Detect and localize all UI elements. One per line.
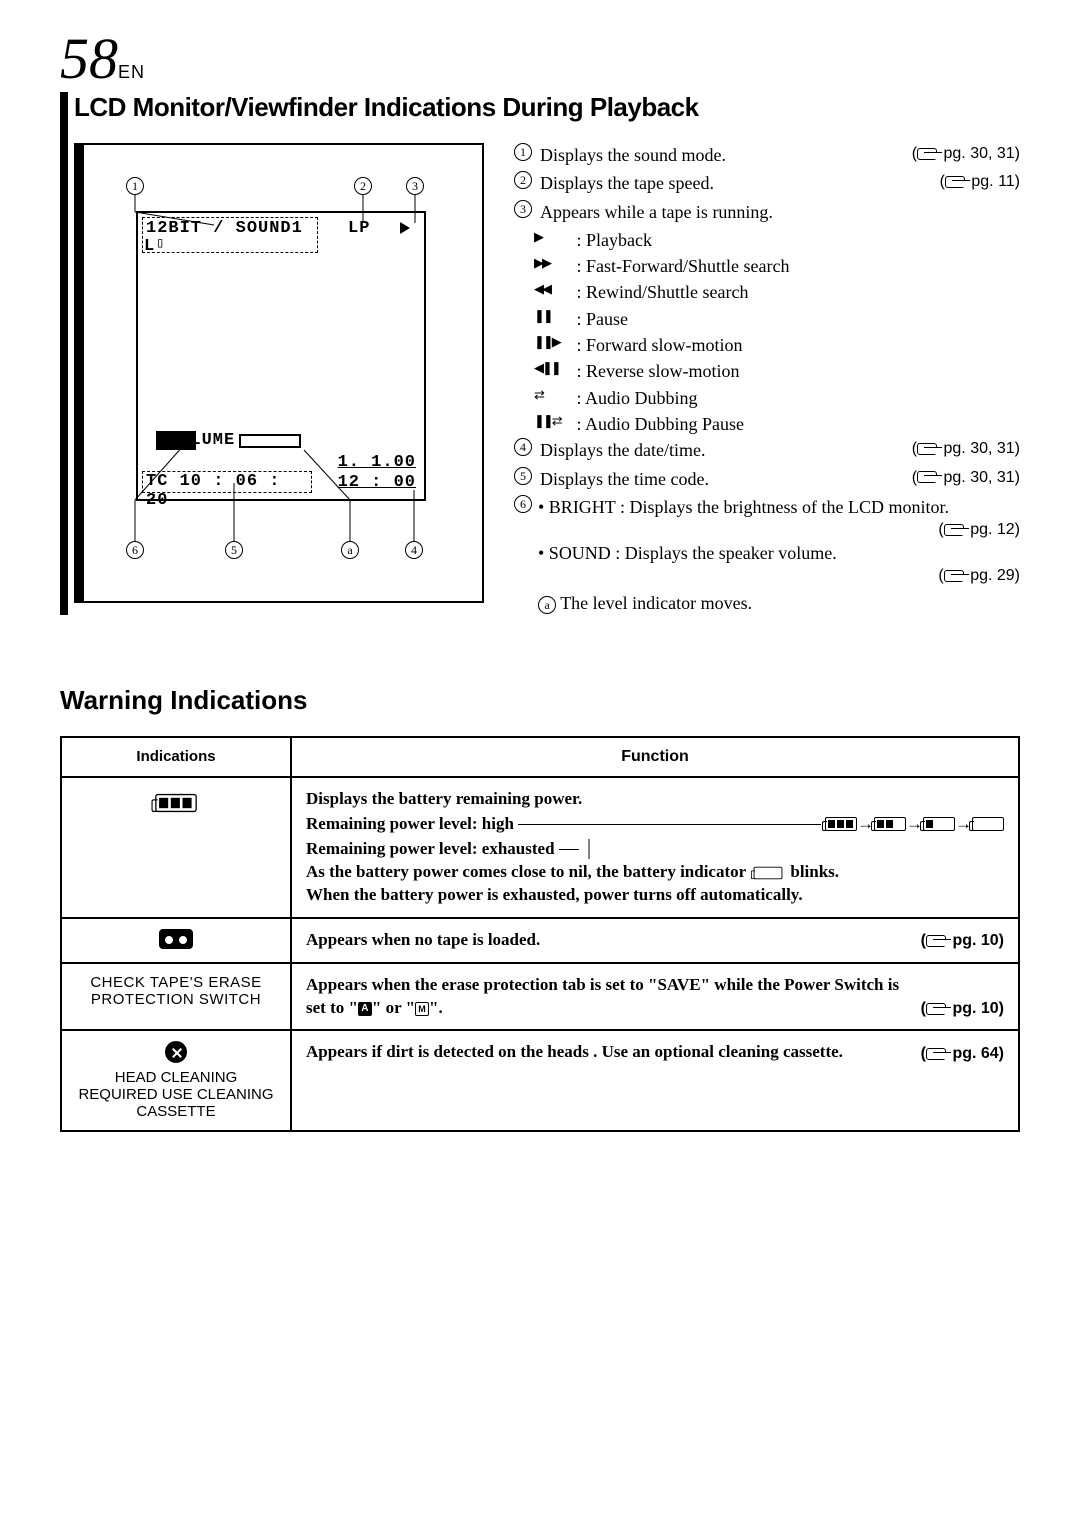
page-lang: EN — [118, 62, 145, 82]
pageref-icon — [917, 148, 937, 160]
head-cleaning-label: HEAD CLEANING REQUIRED USE CLEANING CASS… — [76, 1069, 276, 1120]
callout-a-text: The level indicator moves. — [560, 593, 752, 613]
battery-line4b: blinks. — [790, 862, 839, 881]
callout-5-text: Displays the time code. — [540, 467, 904, 491]
tape-state-item: ▶ : Playback — [534, 228, 1020, 252]
tape-state-item: ◀❚❚ : Reverse slow-motion — [534, 359, 1020, 383]
table-row: HEAD CLEANING REQUIRED USE CLEANING CASS… — [61, 1030, 1019, 1131]
section-title: LCD Monitor/Viewfinder Indications Durin… — [74, 92, 1020, 123]
page-header: 58EN — [60, 30, 1020, 88]
table-row: Appears when no tape is loaded. ( pg. 10… — [61, 918, 1019, 963]
transport-icon: ◀❚❚ — [534, 359, 572, 377]
lcd-timecode: TC 10 : 06 : 20 — [146, 472, 280, 510]
tape-state-item: ⇄ : Audio Dubbing — [534, 386, 1020, 410]
m-mode-icon: M — [415, 1002, 429, 1016]
table-row: Displays the battery remaining power. Re… — [61, 777, 1019, 918]
table-row: CHECK TAPE'S ERASE PROTECTION SWITCH App… — [61, 963, 1019, 1031]
warning-table: Indications Function Displays the batter… — [60, 736, 1020, 1133]
tape-state-item: ▶▶ : Fast-Forward/Shuttle search — [534, 254, 1020, 278]
tape-state-item: ❚❚⇄ : Audio Dubbing Pause — [534, 412, 1020, 436]
callout-6-bright: • BRIGHT : Displays the brightness of th… — [538, 495, 1020, 519]
callout-3: 3 — [406, 177, 424, 195]
notape-text: Appears when no tape is loaded. — [306, 929, 540, 952]
callout-descriptions: 1 Displays the sound mode. ( pg. 30, 31)… — [514, 143, 1020, 615]
volume-bar — [239, 434, 301, 448]
section-title-2: Warning Indications — [60, 685, 1020, 716]
callout-6: 6 — [126, 541, 144, 559]
transport-icon: ▶▶ — [534, 254, 572, 272]
lcd-diagram: 1 2 3 — [74, 143, 484, 603]
transport-icon: ❚❚⇄ — [534, 412, 572, 430]
battery-icon — [155, 794, 197, 812]
tape-state-item: ◀◀ : Rewind/Shuttle search — [534, 280, 1020, 304]
battery-line2: Remaining power level: high — [306, 813, 514, 836]
battery-line5: When the battery power is exhausted, pow… — [306, 884, 1004, 907]
battery-line4: As the battery power comes close to nil,… — [306, 862, 746, 881]
play-icon — [400, 222, 410, 234]
lcd-date: 1. 1.00 — [338, 453, 416, 472]
callout-4: 4 — [405, 541, 423, 559]
lcd-screen: 12BIT / SOUND1 LP L ▯ VOLUME 1. 1.00 TC … — [136, 211, 426, 501]
callout-2-text: Displays the tape speed. — [540, 171, 932, 195]
battery-line3: Remaining power level: exhausted — [306, 838, 555, 861]
lcd-sound-l: L — [144, 237, 155, 256]
head-cleaning-text: Appears if dirt is detected on the heads… — [306, 1041, 843, 1064]
callout-5: 5 — [225, 541, 243, 559]
table-header-function: Function — [291, 737, 1019, 777]
cassette-icon — [159, 929, 193, 949]
battery-line1: Displays the battery remaining power. — [306, 788, 1004, 811]
lcd-time: 12 : 00 — [338, 473, 416, 492]
x-icon — [165, 1041, 187, 1063]
lcd-sound-mode: 12BIT / SOUND1 — [146, 219, 303, 238]
callout-a: a — [341, 541, 359, 559]
a-mode-icon: A — [358, 1002, 372, 1016]
page-number: 58 — [60, 30, 118, 88]
tape-state-item: ❚❚▶ : Forward slow-motion — [534, 333, 1020, 357]
transport-icon: ❚❚ — [534, 307, 572, 325]
transport-icon: ▶ — [534, 228, 572, 246]
tape-state-item: ❚❚ : Pause — [534, 307, 1020, 331]
callout-6-sound: • SOUND : Displays the speaker volume. — [538, 541, 1020, 565]
callout-3-text: Appears while a tape is running. — [540, 200, 1020, 224]
transport-icon: ◀◀ — [534, 280, 572, 298]
table-header-indications: Indications — [61, 737, 291, 777]
lcd-tape-speed: LP — [348, 219, 370, 238]
callout-1: 1 — [126, 177, 144, 195]
erase-protection-label: CHECK TAPE'S ERASE PROTECTION SWITCH — [76, 974, 276, 1008]
section-border: LCD Monitor/Viewfinder Indications Durin… — [60, 92, 1020, 615]
callout-1-text: Displays the sound mode. — [540, 143, 904, 167]
transport-icon: ⇄ — [534, 386, 572, 404]
callout-4-text: Displays the date/time. — [540, 438, 904, 462]
callout-2: 2 — [354, 177, 372, 195]
transport-icon: ❚❚▶ — [534, 333, 572, 351]
